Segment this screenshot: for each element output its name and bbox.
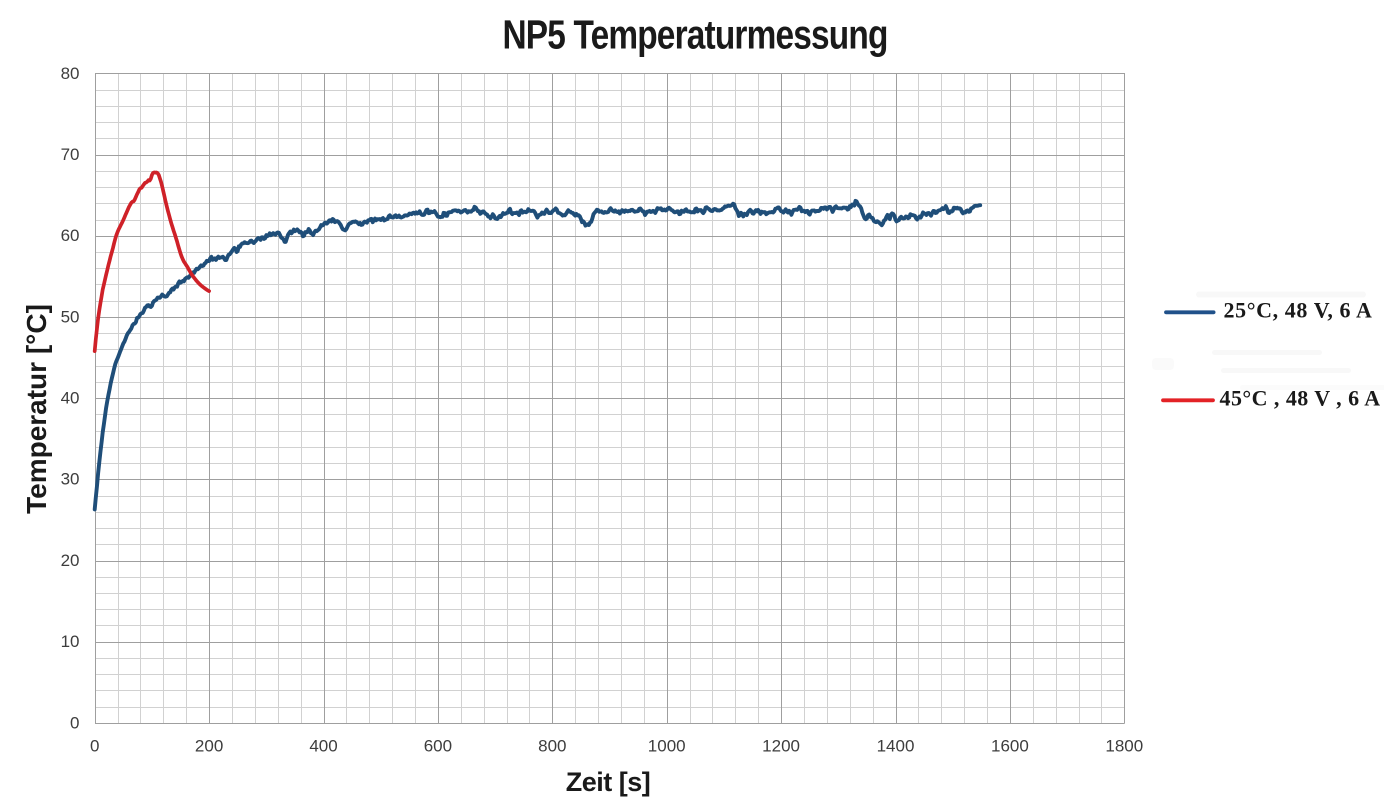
svg-text:0: 0 [70, 713, 79, 732]
svg-text:600: 600 [424, 737, 452, 756]
svg-text:800: 800 [538, 737, 566, 756]
svg-text:1800: 1800 [1105, 737, 1143, 756]
svg-text:400: 400 [309, 737, 337, 756]
svg-text:70: 70 [61, 145, 80, 164]
svg-text:20: 20 [61, 551, 80, 570]
svg-text:60: 60 [61, 226, 80, 245]
svg-text:1200: 1200 [762, 737, 800, 756]
svg-text:80: 80 [61, 64, 80, 83]
svg-text:0: 0 [90, 737, 99, 756]
svg-text:Temperatur [°C]: Temperatur [°C] [21, 304, 52, 514]
svg-text:10: 10 [61, 632, 80, 651]
svg-text:NP5 Temperaturmessung: NP5 Temperaturmessung [502, 11, 887, 57]
svg-text:200: 200 [195, 737, 223, 756]
svg-text:30: 30 [61, 470, 80, 489]
svg-text:25°C, 48 V, 6 A: 25°C, 48 V, 6 A [1224, 297, 1373, 322]
svg-text:1000: 1000 [648, 737, 686, 756]
svg-text:1400: 1400 [877, 737, 915, 756]
svg-text:Zeit [s]: Zeit [s] [566, 767, 651, 797]
svg-text:40: 40 [61, 389, 80, 408]
svg-text:45°C , 48 V , 6 A: 45°C , 48 V , 6 A [1220, 385, 1381, 410]
svg-text:1600: 1600 [991, 737, 1029, 756]
svg-text:50: 50 [61, 307, 80, 326]
